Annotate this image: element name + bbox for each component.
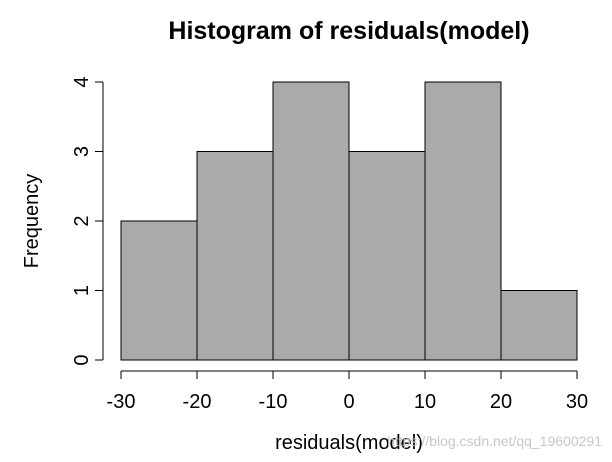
y-axis-label: Frequency [21, 174, 43, 269]
histogram-bar-1 [120, 220, 198, 361]
bars-group [120, 81, 578, 361]
x-tick-label: 0 [343, 391, 354, 413]
chart-title: Histogram of residuals(model) [168, 17, 529, 45]
y-tick-label: 2 [71, 215, 93, 226]
y-tick-label: 4 [71, 76, 93, 87]
histogram-bar-2 [196, 151, 274, 361]
histogram-bar-6 [500, 290, 578, 361]
y-tick-label: 1 [71, 285, 93, 296]
x-tick-label: -20 [183, 391, 212, 413]
x-tick-label: 20 [490, 391, 512, 413]
histogram-bar-4 [348, 151, 426, 361]
histogram-bar-3 [272, 81, 350, 361]
x-axis-label: residuals(model) [275, 432, 423, 454]
watermark-text: https://blog.csdn.net/qq_19600291 [387, 433, 602, 449]
x-tick-label: -30 [107, 391, 136, 413]
x-tick-label: -10 [259, 391, 288, 413]
x-tick-label: 30 [566, 391, 588, 413]
y-tick-label: 3 [71, 146, 93, 157]
y-axis: 0 1 2 3 4 [71, 76, 104, 366]
y-tick-label: 0 [71, 354, 93, 365]
x-tick-label: 10 [414, 391, 436, 413]
x-axis: -30 -20 -10 0 10 20 30 [107, 370, 588, 413]
histogram-bar-5 [424, 81, 502, 361]
